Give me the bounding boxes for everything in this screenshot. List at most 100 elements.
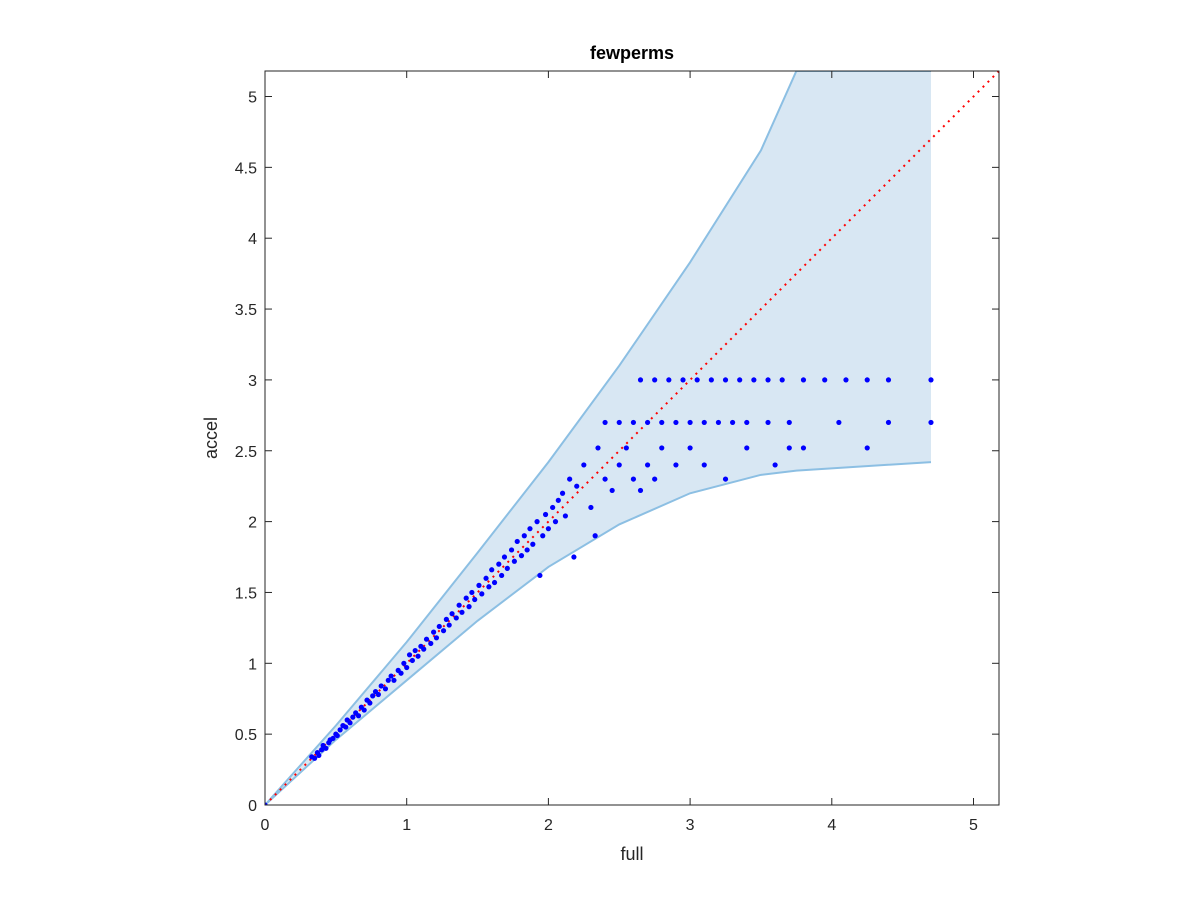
data-point (616, 462, 622, 468)
data-point (337, 727, 343, 733)
data-point (449, 611, 455, 617)
reference-line (265, 71, 999, 805)
data-point (559, 490, 566, 496)
data-point (476, 582, 482, 588)
data-point (843, 377, 849, 383)
data-point (316, 752, 322, 759)
data-point (687, 419, 693, 426)
data-point (652, 476, 658, 482)
data-point (453, 615, 459, 621)
data-point (588, 504, 594, 511)
y-tick-label: 1 (248, 656, 257, 673)
data-point (701, 462, 707, 468)
data-point (334, 732, 340, 739)
data-point (378, 683, 384, 689)
data-point (409, 657, 415, 664)
data-point (491, 579, 498, 586)
data-point (644, 419, 651, 426)
y-tick-label: 3 (248, 373, 257, 390)
data-point (479, 591, 485, 597)
data-point (885, 377, 892, 383)
data-point (330, 735, 336, 742)
data-point (375, 691, 381, 698)
data-point (928, 377, 934, 383)
x-tick-label: 4 (827, 817, 836, 834)
confidence-band (265, 71, 931, 805)
data-point (347, 720, 353, 726)
data-point (581, 462, 587, 468)
data-point (319, 747, 325, 753)
data-point (433, 635, 440, 641)
data-point (602, 419, 608, 426)
data-point (466, 604, 472, 610)
data-point (540, 533, 546, 539)
data-point (567, 476, 573, 482)
data-point (355, 713, 362, 719)
data-point (652, 377, 658, 383)
data-point (398, 670, 404, 676)
data-point (367, 700, 373, 706)
data-point (864, 377, 870, 383)
data-point (501, 554, 508, 560)
data-point (574, 483, 580, 489)
axes (264, 70, 1000, 806)
data-point (537, 572, 543, 579)
data-point (459, 609, 465, 615)
data-point (521, 533, 527, 539)
data-point (786, 445, 792, 451)
axes-box (264, 70, 1000, 806)
data-point (928, 419, 934, 426)
data-point (511, 558, 517, 564)
data-point (443, 616, 449, 622)
data-point (722, 476, 729, 482)
data-point (463, 595, 469, 601)
y-tick-label: 4 (248, 231, 257, 248)
data-point (885, 419, 892, 426)
reference-layer (265, 71, 999, 805)
data-point (644, 462, 651, 468)
data-point (350, 714, 356, 720)
data-point (637, 377, 644, 383)
data-point (555, 497, 561, 503)
data-point (508, 547, 515, 553)
data-point (404, 664, 410, 671)
data-point (385, 677, 391, 683)
data-point (836, 419, 842, 426)
data-point (730, 419, 736, 426)
data-point (800, 377, 807, 383)
y-tick-label: 4.5 (235, 160, 257, 177)
data-point (822, 377, 828, 383)
data-point (687, 445, 693, 451)
data-point (499, 572, 505, 579)
data-point (550, 504, 556, 511)
data-point (496, 561, 502, 567)
data-point (483, 575, 489, 581)
data-point (542, 511, 549, 518)
y-axis-label: accel (201, 417, 221, 459)
data-point (715, 419, 722, 426)
data-point (401, 660, 407, 666)
data-point (265, 802, 268, 805)
scatter-points (265, 377, 934, 805)
tick-labels: 0 1 2 3 4 5 0 0.5 1 1.5 2 2.5 3 3.5 4 4.5 5 (235, 90, 978, 834)
data-point (343, 724, 349, 730)
data-point (562, 513, 569, 519)
data-point (680, 377, 686, 383)
data-point (530, 541, 536, 547)
data-point (779, 377, 785, 383)
data-point (415, 653, 421, 659)
x-tick-label: 2 (544, 817, 553, 834)
data-point (694, 377, 700, 383)
data-point (800, 445, 807, 451)
data-point (428, 640, 434, 647)
data-point (431, 629, 437, 635)
data-point (406, 652, 413, 658)
y-tick-label: 3.5 (235, 302, 257, 319)
chart-title: fewperms (590, 43, 674, 63)
data-point (370, 693, 376, 699)
data-point (388, 673, 394, 679)
data-point (864, 445, 870, 451)
data-point (637, 487, 644, 494)
data-point (534, 519, 540, 525)
data-point (737, 377, 743, 383)
